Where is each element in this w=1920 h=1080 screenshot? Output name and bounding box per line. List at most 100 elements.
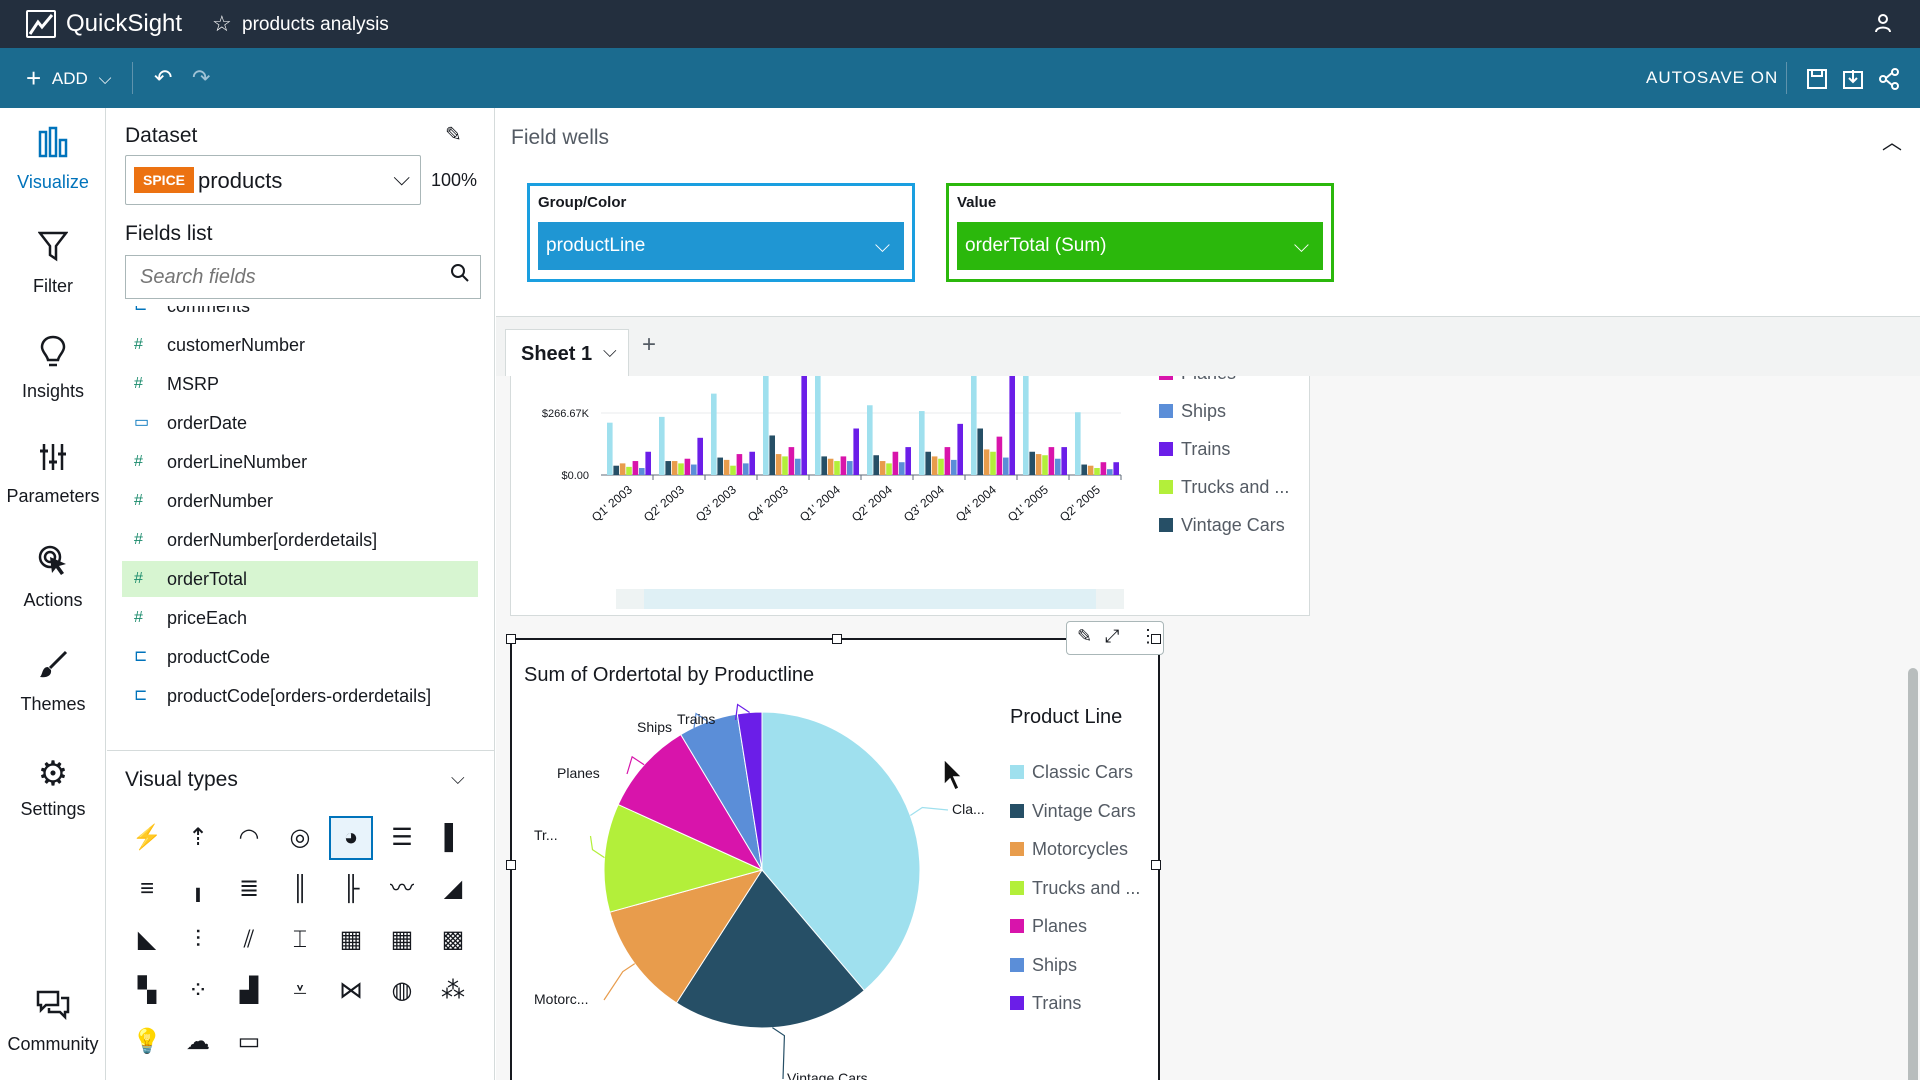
bar-ships[interactable] (743, 463, 749, 475)
custom-visual-icon[interactable]: ▭ (237, 1028, 261, 1055)
bar-classic[interactable] (607, 422, 613, 475)
bar-planes[interactable] (840, 456, 847, 475)
bar-vintage[interactable] (977, 428, 983, 475)
line-chart-icon[interactable]: 〰 (390, 875, 414, 902)
nav-themes[interactable]: Themes (0, 630, 106, 730)
chevron-up-icon[interactable]: ︿ (1882, 132, 1902, 154)
nav-community[interactable]: Community (0, 970, 106, 1070)
search-icon[interactable] (450, 263, 470, 289)
nav-actions[interactable]: Actions (0, 526, 106, 626)
expand-icon[interactable]: ⤢ (1105, 626, 1120, 646)
bar-classic[interactable] (971, 376, 977, 475)
nav-parameters[interactable]: Parameters (0, 422, 106, 522)
autosave-toggle[interactable]: AUTOSAVE ON (1646, 68, 1779, 87)
field-item-ordernumber-orderdetails-[interactable]: # orderNumber[orderdetails] (122, 522, 478, 558)
word-cloud-icon[interactable]: ☁ (186, 1028, 210, 1055)
dataset-select[interactable]: SPICE products ⌵ (125, 155, 421, 205)
resize-handle[interactable] (1151, 634, 1161, 644)
field-item-orderdate[interactable]: ▭ orderDate (122, 405, 478, 441)
field-item-comments[interactable]: ⊏ comments (122, 306, 478, 324)
bar-trucks[interactable] (1094, 468, 1100, 475)
histogram-icon[interactable]: ▟ (239, 977, 259, 1004)
field-item-msrp[interactable]: # MSRP (122, 366, 478, 402)
bar-classic[interactable] (867, 405, 873, 475)
insight-bulb-icon[interactable]: 💡 (132, 1028, 162, 1055)
clustered-column-icon[interactable]: ╻ (190, 875, 206, 902)
bar-trains[interactable] (697, 437, 703, 475)
edit-pencil-icon[interactable]: ✎ (1077, 626, 1093, 646)
stacked-area-icon[interactable]: ◣ (137, 926, 157, 953)
filled-map-icon[interactable]: ⁂ (441, 977, 465, 1004)
autograph-lightning-icon[interactable]: ⚡ (132, 824, 162, 851)
bar-planes[interactable] (892, 451, 899, 475)
bar-vintage[interactable] (821, 456, 827, 475)
resize-handle[interactable] (506, 860, 516, 870)
stacked-line-icon[interactable]: ⫽ (243, 926, 255, 953)
stacked-bar-icon[interactable]: ≣ (238, 875, 260, 902)
resize-handle[interactable] (506, 634, 516, 644)
chevron-down-icon[interactable]: ⌵ (451, 768, 465, 788)
bar-trucks[interactable] (626, 466, 632, 475)
bar-ships[interactable] (691, 464, 697, 475)
bar-vintage[interactable] (665, 461, 671, 475)
chevron-down-icon[interactable]: ⌵ (603, 341, 617, 361)
bar-trucks[interactable] (1042, 455, 1048, 475)
tab-sheet-1[interactable]: Sheet 1 ⌵ (505, 329, 629, 377)
bar-vintage[interactable] (925, 451, 931, 475)
analysis-title[interactable]: products analysis (242, 14, 389, 35)
bar-motorcycles[interactable] (827, 458, 834, 475)
horizontal-bar-icon[interactable]: ☰ (391, 824, 413, 851)
bar-ships[interactable] (1107, 469, 1113, 475)
gauge-icon[interactable]: ◠ (238, 824, 260, 851)
nav-settings[interactable]: ⚙ Settings (0, 735, 106, 835)
sankey-icon[interactable]: ⋈ (339, 977, 363, 1004)
pie-chart-icon[interactable]: ◕ (329, 816, 373, 860)
add-button[interactable]: + ADD ⌵ (26, 48, 111, 108)
pie-chart-visual[interactable]: Sum of Ordertotal by Productline Cla... V… (506, 621, 1164, 1080)
pie-slice-trucks[interactable] (603, 803, 764, 913)
bar-classic[interactable] (711, 393, 717, 475)
nav-visualize[interactable]: Visualize (0, 108, 106, 208)
scroll-handle-left[interactable] (616, 589, 644, 609)
bar-ships[interactable] (639, 468, 645, 475)
scroll-handle-right[interactable] (1096, 589, 1124, 609)
bar-trains[interactable] (905, 447, 911, 475)
bar-ships[interactable] (899, 462, 905, 475)
field-item-productcode[interactable]: ⊏ productCode (122, 639, 478, 675)
tree-map-icon[interactable]: ▚ (137, 977, 157, 1004)
field-item-productcode-orders-orderdetails-[interactable]: ⊏ productCode[orders-orderdetails] (122, 678, 478, 708)
bar-planes[interactable] (1048, 447, 1055, 475)
bar-trucks[interactable] (886, 463, 892, 475)
bar-motorcycles[interactable] (723, 459, 730, 475)
bar-ships[interactable] (1055, 458, 1061, 475)
bar-trucks[interactable] (938, 458, 944, 475)
user-icon[interactable] (1874, 13, 1892, 38)
bar-planes[interactable] (736, 454, 743, 475)
pie-slice-motorcycles[interactable] (609, 869, 764, 1004)
bar-ships[interactable] (795, 458, 801, 475)
bar-vintage[interactable] (717, 457, 723, 475)
globe-map-icon[interactable]: ◍ (391, 977, 413, 1004)
bar-trucks[interactable] (678, 463, 684, 475)
search-input[interactable] (126, 256, 426, 298)
bar-classic[interactable] (919, 411, 925, 475)
export-icon[interactable] (1842, 48, 1864, 108)
edit-dataset-pencil-icon[interactable]: ✎ (445, 124, 462, 146)
field-item-customernumber[interactable]: # customerNumber (122, 327, 478, 363)
nav-filter[interactable]: Filter (0, 212, 106, 312)
field-item-ordertotal[interactable]: # orderTotal (122, 561, 478, 597)
bar-motorcycles[interactable] (775, 454, 782, 475)
box-plot-icon[interactable]: ⌶ (292, 926, 308, 953)
bar-planes[interactable] (788, 447, 795, 475)
pie-slice-planes[interactable] (617, 733, 764, 872)
bar-trains[interactable] (1061, 447, 1067, 475)
pie-slice-classic[interactable] (761, 711, 921, 992)
bar-trains[interactable] (957, 423, 963, 475)
add-sheet-plus-icon[interactable]: + (642, 331, 657, 358)
bar-motorcycles[interactable] (619, 463, 626, 475)
bar-planes[interactable] (684, 458, 691, 475)
bar-motorcycles[interactable] (983, 449, 990, 475)
bar-motorcycles[interactable] (879, 461, 886, 475)
combo-chart-icon[interactable]: ╟ (342, 875, 360, 902)
bar-line-combo-icon[interactable]: ⫶ (195, 926, 201, 953)
